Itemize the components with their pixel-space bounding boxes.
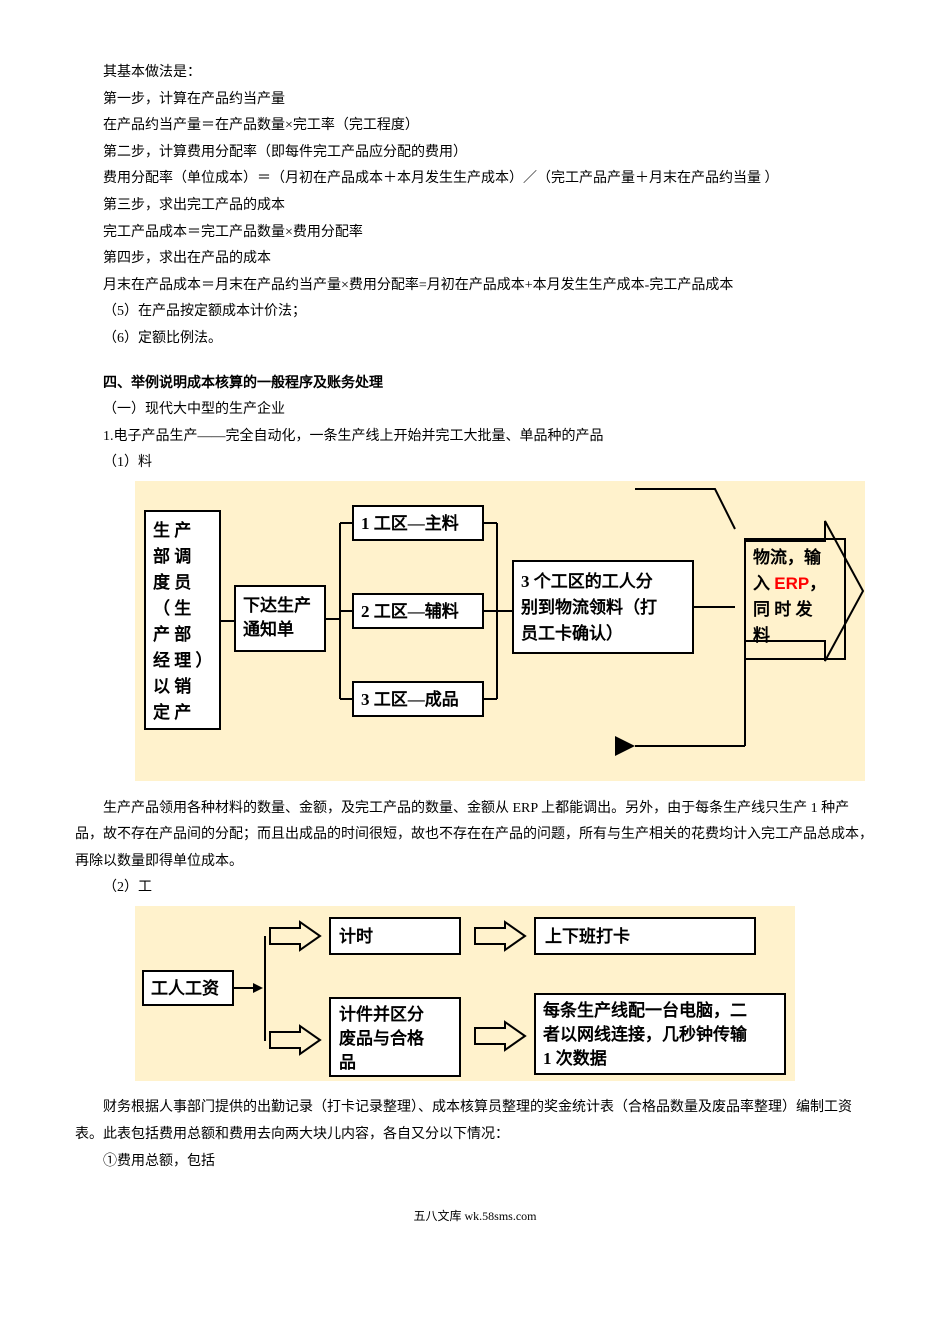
paragraph: （1）料 — [75, 450, 875, 477]
paragraph: 1.电子产品生产——完全自动化，一条生产线上开始并完工大批量、单品种的产品 — [75, 424, 875, 451]
paragraph: 财务根据人事部门提供的出勤记录（打卡记录整理）、成本核算员整理的奖金统计表（合格… — [75, 1095, 875, 1148]
svg-text:3 工区—成品: 3 工区—成品 — [361, 689, 459, 709]
svg-text:2 工区—辅料: 2 工区—辅料 — [361, 601, 459, 621]
paragraph: 生产产品领用各种材料的数量、金额，及完工产品的数量、金额从 ERP 上都能调出。… — [75, 796, 875, 876]
paragraph: （2）工 — [75, 875, 875, 902]
paragraph: 第三步，求出完工产品的成本 — [75, 193, 875, 220]
paragraph: （6）定额比例法。 — [75, 326, 875, 353]
paragraph: （一）现代大中型的生产企业 — [75, 397, 875, 424]
paragraph: 费用分配率（单位成本）＝（月初在产品成本＋本月发生生产成本）／（完工产品产量＋月… — [75, 166, 875, 193]
svg-text:计时: 计时 — [339, 926, 373, 946]
paragraph: 完工产品成本＝完工产品数量×费用分配率 — [75, 220, 875, 247]
paragraph: 在产品约当产量＝在产品数量×完工率（完工程度） — [75, 113, 875, 140]
paragraph: ①费用总额，包括 — [75, 1149, 875, 1176]
paragraph: 第四步，求出在产品的成本 — [75, 246, 875, 273]
svg-text:1 工区—主料: 1 工区—主料 — [361, 513, 459, 533]
paragraph: 其基本做法是： — [75, 60, 875, 87]
svg-text:工人工资: 工人工资 — [151, 978, 219, 998]
page-footer: 五八文库 wk.58sms.com — [75, 1205, 875, 1228]
paragraph: （5）在产品按定额成本计价法； — [75, 299, 875, 326]
paragraph: 第二步，计算费用分配率（即每件完工产品应分配的费用） — [75, 140, 875, 167]
section-heading: 四、举例说明成本核算的一般程序及账务处理 — [75, 371, 875, 398]
svg-text:上下班打卡: 上下班打卡 — [545, 926, 630, 946]
paragraph: 第一步，计算在产品约当产量 — [75, 87, 875, 114]
flowchart-materials: 生 产 部 调 度 员 （ 生 产 部 经 理 ） 以 销 定 产 下达生产 通… — [135, 481, 875, 792]
paragraph: 月末在产品成本＝月末在产品约当产量×费用分配率=月初在产品成本+本月发生生产成本… — [75, 273, 875, 300]
flowchart-labor: 工人工资 计时 计件并区分 废品与合格 品 上下班打卡 每条生产线配一台电脑，二… — [135, 906, 875, 1092]
